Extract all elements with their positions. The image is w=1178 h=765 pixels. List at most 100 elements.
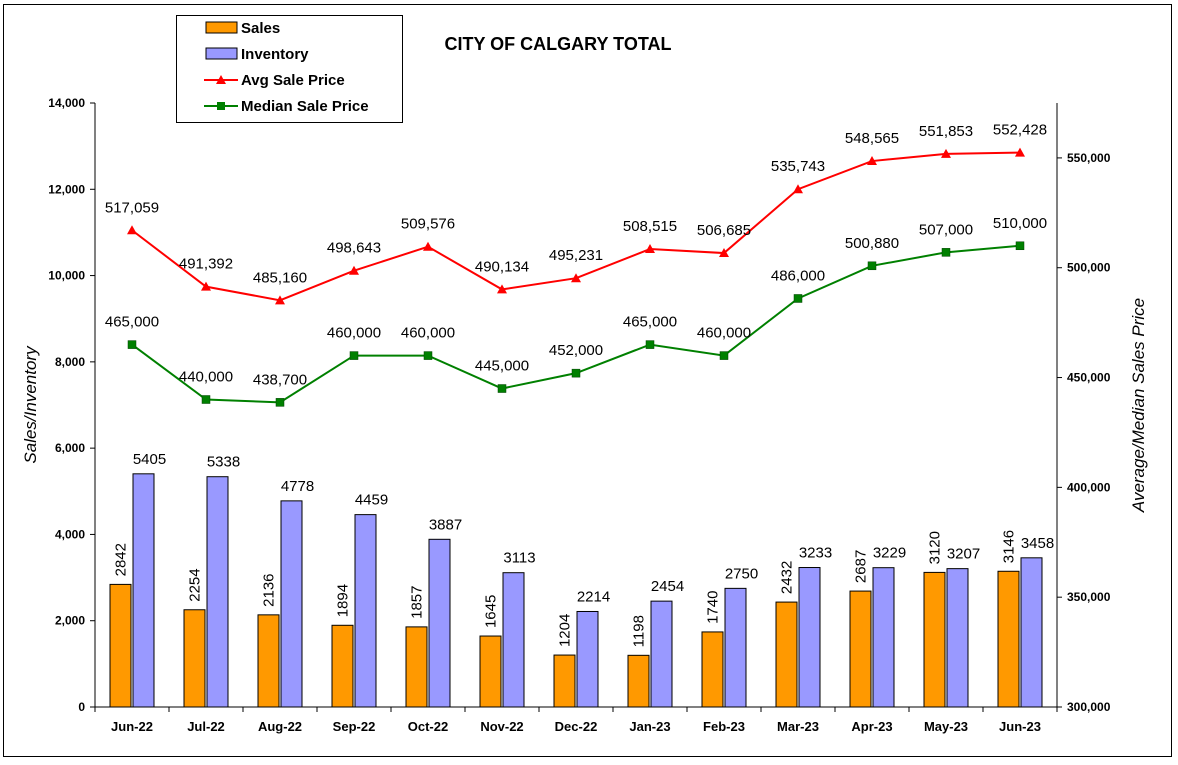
sales-data-label: 1645 bbox=[483, 595, 500, 628]
avg-price-marker bbox=[941, 148, 951, 158]
sales-bar bbox=[257, 614, 280, 708]
x-tick-label: Jun-23 bbox=[999, 719, 1041, 734]
inventory-data-label: 5338 bbox=[207, 454, 240, 471]
inventory-data-label: 4459 bbox=[355, 492, 388, 509]
y-axis-title-right: Average/Median Sales Price bbox=[1129, 298, 1148, 513]
inventory-bar bbox=[280, 500, 303, 708]
median-price-marker bbox=[941, 248, 951, 257]
median-price-data-label: 460,000 bbox=[327, 325, 381, 342]
sales-data-label: 2254 bbox=[187, 568, 204, 601]
median-price-data-label: 438,700 bbox=[253, 371, 307, 388]
right-tick-label: 500,000 bbox=[1067, 261, 1111, 275]
x-tick-label: Sep-22 bbox=[333, 719, 376, 734]
sales-data-label: 1894 bbox=[335, 584, 352, 617]
legend-label: Inventory bbox=[241, 46, 309, 63]
avg-price-data-label: 548,565 bbox=[845, 130, 899, 147]
x-tick-label: Jan-23 bbox=[629, 719, 670, 734]
sales-bar bbox=[405, 626, 428, 708]
avg-price-data-label: 490,134 bbox=[475, 258, 529, 275]
median-price-data-label: 460,000 bbox=[697, 325, 751, 342]
sales-bar bbox=[997, 570, 1020, 708]
inventory-bar bbox=[872, 567, 895, 708]
median-price-marker bbox=[867, 261, 877, 271]
median-price-data-label: 507,000 bbox=[919, 221, 973, 238]
median-price-marker bbox=[423, 351, 433, 360]
chart-title: CITY OF CALGARY TOTAL bbox=[444, 34, 671, 54]
right-tick-label: 300,000 bbox=[1067, 700, 1111, 714]
left-tick-label: 0 bbox=[78, 700, 85, 714]
legend-marker-avg bbox=[216, 75, 226, 84]
avg-price-data-label: 491,392 bbox=[179, 256, 233, 273]
avg-price-data-label: 508,515 bbox=[623, 218, 677, 235]
x-tick-label: Oct-22 bbox=[408, 719, 448, 734]
right-tick-label: 350,000 bbox=[1067, 590, 1111, 604]
inventory-data-label: 5405 bbox=[133, 451, 166, 468]
inventory-bar bbox=[132, 473, 155, 708]
inventory-bar bbox=[428, 538, 451, 708]
avg-price-marker bbox=[349, 265, 359, 275]
avg-price-marker bbox=[571, 273, 581, 283]
avg-price-data-label: 495,231 bbox=[549, 247, 603, 264]
sales-data-label: 3120 bbox=[927, 531, 944, 564]
avg-price-marker bbox=[201, 281, 211, 291]
sales-bar bbox=[701, 631, 724, 708]
sales-bar bbox=[775, 601, 798, 708]
avg-price-data-label: 506,685 bbox=[697, 222, 751, 239]
right-tick-label: 550,000 bbox=[1067, 151, 1111, 165]
median-price-marker bbox=[645, 340, 655, 349]
median-price-data-label: 465,000 bbox=[105, 314, 159, 331]
avg-price-marker bbox=[867, 156, 877, 166]
avg-price-marker bbox=[127, 225, 137, 235]
inventory-data-label: 2750 bbox=[725, 565, 758, 582]
legend-label: Avg Sale Price bbox=[241, 72, 345, 89]
left-tick-label: 10,000 bbox=[48, 269, 85, 283]
right-tick-label: 450,000 bbox=[1067, 371, 1111, 385]
avg-price-marker bbox=[275, 295, 285, 305]
axes: 0 2,000 4,000 6,000 8,000 10,000 12,000 14,000 3… bbox=[21, 96, 1148, 734]
median-price-data-label: 445,000 bbox=[475, 358, 529, 375]
legend-marker-median bbox=[217, 102, 225, 110]
x-tick-label: Nov-22 bbox=[480, 719, 523, 734]
inventory-bar bbox=[206, 476, 229, 708]
x-tick-label: Jun-22 bbox=[111, 719, 153, 734]
median-price-data-label: 465,000 bbox=[623, 314, 677, 331]
avg-price-data-label: 498,643 bbox=[327, 240, 381, 257]
sales-data-label: 2687 bbox=[853, 550, 870, 583]
avg-price-marker bbox=[793, 184, 803, 194]
median-price-marker bbox=[127, 340, 137, 349]
sales-data-label: 3146 bbox=[1001, 530, 1018, 563]
sales-bar bbox=[923, 571, 946, 708]
median-price-data-label: 486,000 bbox=[771, 267, 825, 284]
avg-price-marker bbox=[645, 244, 655, 254]
sales-bar bbox=[627, 654, 650, 708]
sales-bar bbox=[183, 609, 206, 708]
avg-price-data-label: 535,743 bbox=[771, 158, 825, 175]
inventory-bar bbox=[502, 572, 525, 708]
x-tick-label: Feb-23 bbox=[703, 719, 745, 734]
sales-data-label: 2136 bbox=[261, 573, 278, 606]
left-tick-label: 4,000 bbox=[55, 527, 85, 541]
sales-data-label: 1857 bbox=[409, 586, 426, 619]
left-tick-label: 2,000 bbox=[55, 614, 85, 628]
median-price-marker bbox=[201, 395, 211, 404]
sales-bar bbox=[553, 654, 576, 708]
inventory-bar bbox=[798, 567, 821, 708]
inventory-bar bbox=[724, 587, 747, 708]
inventory-data-label: 3207 bbox=[947, 546, 980, 563]
median-price-marker bbox=[1015, 241, 1025, 251]
legend-label: Median Sale Price bbox=[241, 98, 369, 115]
median-price-marker bbox=[275, 398, 285, 407]
legend-label: Sales bbox=[241, 20, 280, 37]
inventory-data-label: 3458 bbox=[1021, 535, 1054, 552]
inventory-data-label: 3113 bbox=[503, 550, 535, 567]
right-tick-label: 400,000 bbox=[1067, 480, 1111, 494]
avg-price-marker bbox=[719, 248, 729, 258]
median-price-marker bbox=[571, 368, 581, 378]
avg-price-data-label: 551,853 bbox=[919, 123, 973, 140]
sales-data-label: 2842 bbox=[113, 543, 130, 576]
avg-price-marker bbox=[1015, 147, 1025, 157]
x-tick-label: Apr-23 bbox=[851, 719, 892, 734]
lines bbox=[127, 147, 1025, 407]
